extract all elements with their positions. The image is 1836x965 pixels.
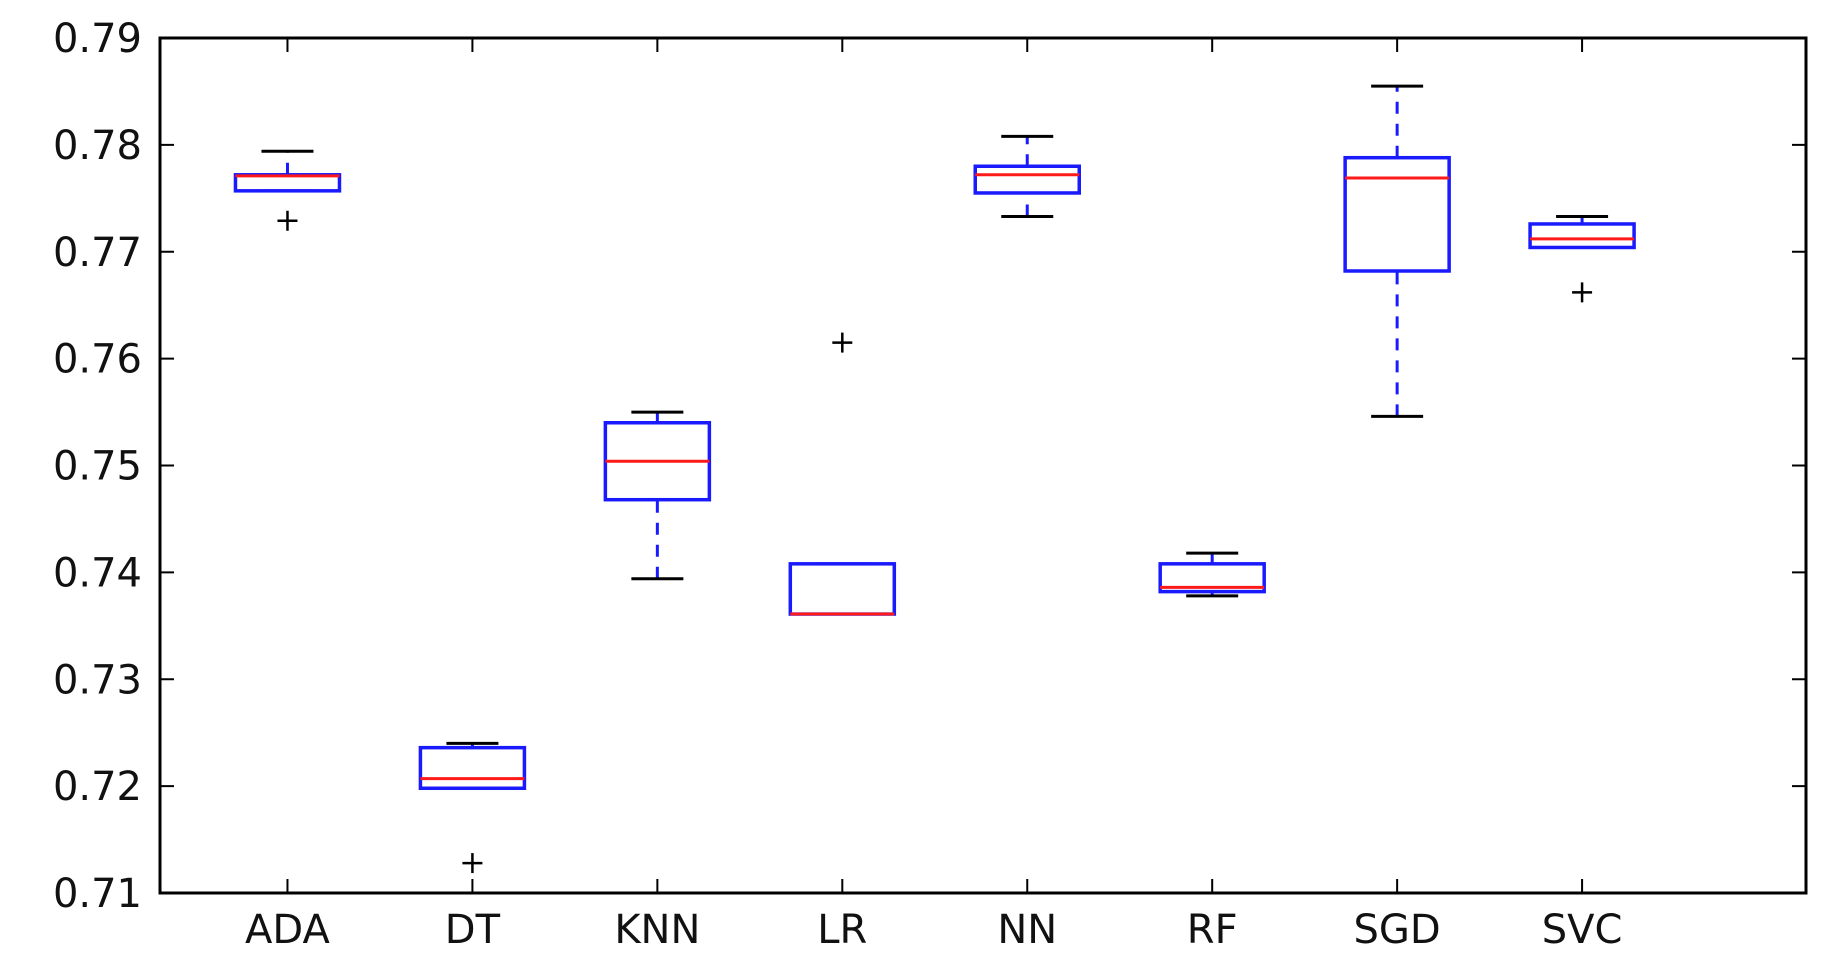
- y-tick-label: 0.73: [53, 657, 142, 703]
- box-svc: [1528, 214, 1636, 303]
- box-ada: [233, 149, 342, 231]
- iqr-box: [418, 745, 527, 791]
- box-series: [233, 84, 1636, 874]
- x-tick-label: NN: [997, 907, 1057, 953]
- iqr-box: [788, 562, 897, 616]
- box-lr: [788, 332, 897, 616]
- x-tick-label: ADA: [245, 907, 330, 953]
- box-knn: [603, 410, 712, 581]
- x-tick-label: LR: [817, 907, 867, 953]
- box-rf: [1158, 551, 1266, 598]
- box-nn: [973, 134, 1081, 218]
- y-tick-label: 0.77: [53, 230, 142, 276]
- y-tick-label: 0.74: [53, 550, 142, 596]
- x-tick-label: DT: [445, 907, 501, 953]
- iqr-box: [1158, 562, 1266, 594]
- iqr-box: [1528, 222, 1636, 250]
- y-tick-label: 0.72: [53, 764, 142, 810]
- y-tick-label: 0.78: [53, 123, 142, 169]
- x-tick-label: SVC: [1542, 907, 1623, 953]
- y-tick-label: 0.76: [53, 337, 142, 383]
- y-tick-label: 0.71: [53, 871, 142, 917]
- x-tick-label: KNN: [614, 907, 700, 953]
- y-tick-label: 0.79: [53, 16, 142, 62]
- box-dt: [418, 741, 527, 874]
- x-tick-label: RF: [1187, 907, 1238, 953]
- x-tick-label: SGD: [1354, 907, 1441, 953]
- box-sgd: [1343, 84, 1451, 418]
- iqr-box: [1343, 155, 1451, 273]
- y-axis: 0.71 0.72 0.73 0.74 0.75 0.76 0.77 0.78 0.79: [53, 16, 1806, 917]
- y-tick-label: 0.75: [53, 444, 142, 490]
- iqr-box: [973, 164, 1081, 195]
- x-axis: ADA DT KNN LR NN RF SGD SVC: [245, 38, 1622, 953]
